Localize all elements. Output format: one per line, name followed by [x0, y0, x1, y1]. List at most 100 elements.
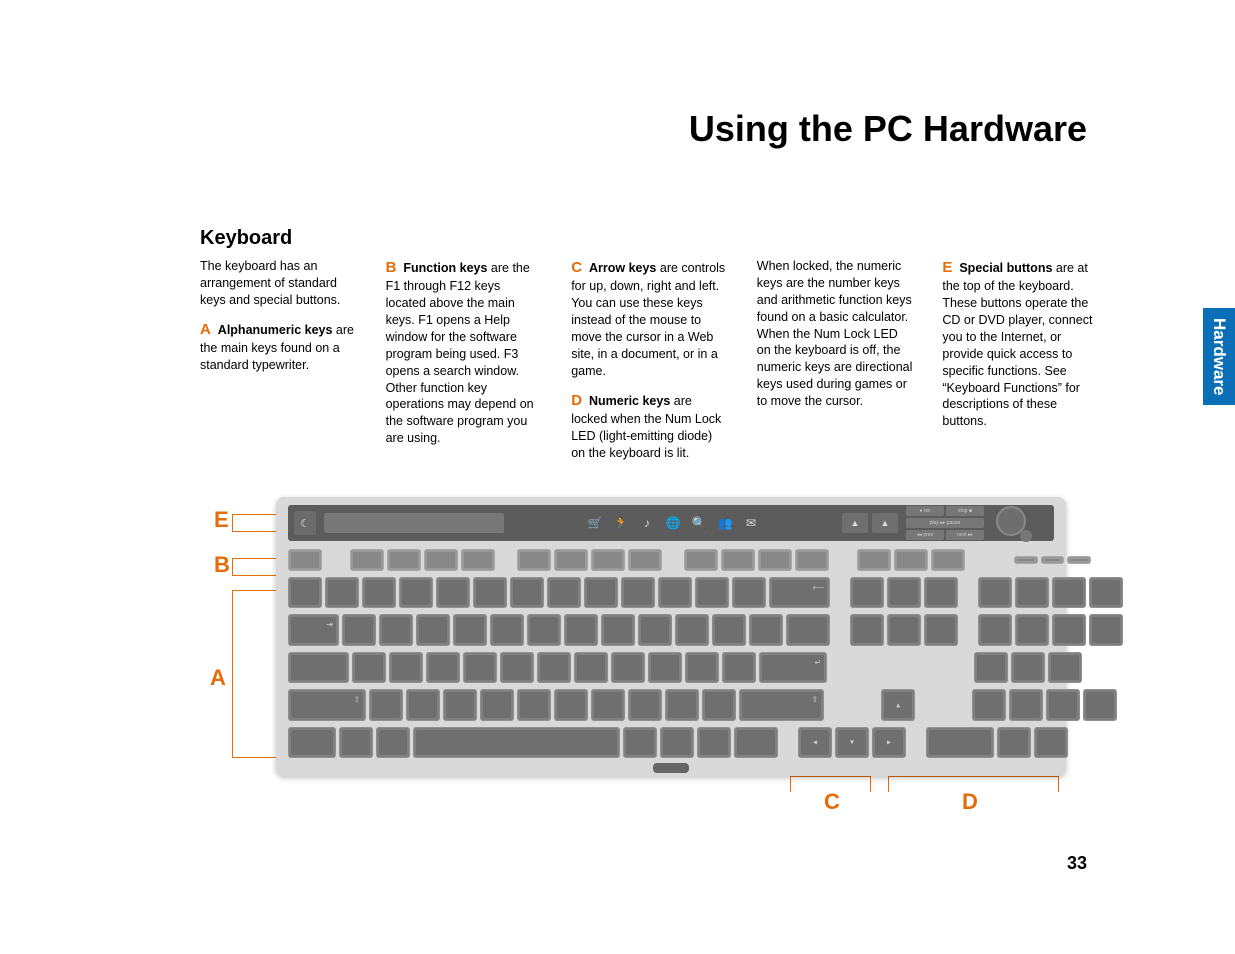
intro-text: The keyboard has an arrangement of stand… — [200, 258, 358, 309]
key — [758, 549, 792, 571]
key — [379, 614, 413, 645]
key — [894, 549, 928, 571]
key — [288, 652, 349, 683]
key — [926, 727, 994, 758]
key — [997, 727, 1031, 758]
key — [413, 727, 620, 758]
callout-C: C — [824, 789, 840, 815]
people-icon: 👥 — [716, 514, 734, 532]
next-button: next ▸▸ — [946, 530, 984, 540]
item-C: C Arrow keys are controls for up, down, … — [571, 258, 729, 380]
key — [376, 727, 410, 758]
key — [584, 577, 618, 608]
key — [537, 652, 571, 683]
key — [887, 577, 921, 608]
key — [1041, 556, 1065, 564]
page-title: Using the PC Hardware — [689, 108, 1087, 150]
key: ↵ — [759, 652, 827, 683]
callout-letter-E: E — [942, 259, 952, 276]
column-3: C Arrow keys are controls for up, down, … — [571, 258, 729, 472]
key — [288, 727, 336, 758]
stop-button: stop ■ — [946, 506, 984, 516]
key — [795, 549, 829, 571]
item-E: E Special buttons are at the top of the … — [942, 258, 1100, 430]
key — [490, 614, 524, 645]
key — [924, 577, 958, 608]
key — [1014, 556, 1038, 564]
item-D-title: Numeric keys — [589, 394, 670, 408]
item-E-text: are at the top of the keyboard. These bu… — [942, 261, 1092, 428]
key — [660, 727, 694, 758]
callout-D: D — [962, 789, 978, 815]
mute-button — [1020, 530, 1032, 542]
key — [389, 652, 423, 683]
key — [749, 614, 783, 645]
key — [623, 727, 657, 758]
key — [722, 652, 756, 683]
key — [463, 652, 497, 683]
line-C-h — [790, 776, 870, 777]
side-tab-hardware: Hardware — [1203, 308, 1235, 405]
key — [665, 689, 699, 720]
key — [712, 614, 746, 645]
line-D-h — [888, 776, 1058, 777]
key: ⟵ — [769, 577, 830, 608]
item-B: B Function keys are the F1 through F12 k… — [386, 258, 544, 447]
key — [887, 614, 921, 645]
key — [554, 689, 588, 720]
key — [342, 614, 376, 645]
special-buttons-strip: ☾ 🛒 🏃 ♪ 🌐 🔍 👥 ✉ ▲ ▲ ● recstop ■ play ▸▸ … — [288, 505, 1054, 541]
item-B-text: are the F1 through F12 keys located abov… — [386, 261, 534, 445]
key — [453, 614, 487, 645]
item-A: A Alphanumeric keys are the main keys fo… — [200, 320, 358, 374]
key — [461, 549, 495, 571]
key — [564, 614, 598, 645]
key: ⇧ — [288, 689, 366, 720]
mail-icon: ✉ — [742, 514, 760, 532]
key — [1083, 689, 1117, 720]
callout-letter-D: D — [571, 392, 582, 409]
key — [424, 549, 458, 571]
prev-button: ◂◂ prev — [906, 530, 944, 540]
search-icon: 🔍 — [690, 514, 708, 532]
key — [473, 577, 507, 608]
key — [574, 652, 608, 683]
key — [416, 614, 450, 645]
key — [628, 549, 662, 571]
item-D-continued: When locked, the numeric keys are the nu… — [757, 258, 915, 410]
callout-letter-A: A — [200, 321, 211, 338]
globe-icon: 🌐 — [664, 514, 682, 532]
key — [1009, 689, 1043, 720]
key — [426, 652, 460, 683]
callout-A: A — [210, 665, 226, 691]
eject-1: ▲ — [842, 513, 868, 533]
item-C-title: Arrow keys — [589, 261, 656, 275]
key — [1052, 577, 1086, 608]
key — [480, 689, 514, 720]
eject-2: ▲ — [872, 513, 898, 533]
line-D-v2 — [1058, 776, 1059, 792]
key — [399, 577, 433, 608]
key — [1089, 614, 1123, 645]
section-title: Keyboard — [200, 227, 292, 250]
item-A-title: Alphanumeric keys — [218, 323, 333, 337]
key — [850, 577, 884, 608]
key — [931, 549, 965, 571]
key — [350, 549, 384, 571]
sleep-button: ☾ — [294, 511, 316, 535]
key: ⇧ — [739, 689, 824, 720]
line-C-v2 — [870, 776, 871, 792]
keyboard-rows: ⟵⇥↵⇧⇧▴◂▾▸ — [288, 549, 1054, 758]
key — [527, 614, 561, 645]
callout-letter-C: C — [571, 259, 582, 276]
music-icon: ♪ — [638, 514, 656, 532]
key — [352, 652, 386, 683]
key — [857, 549, 891, 571]
key: ◂ — [798, 727, 832, 758]
line-D-v1 — [888, 776, 889, 792]
eject-group: ▲ ▲ — [842, 513, 898, 533]
key — [554, 549, 588, 571]
bracket-A — [232, 590, 280, 758]
item-E-title: Special buttons — [959, 261, 1052, 275]
key — [1015, 577, 1049, 608]
